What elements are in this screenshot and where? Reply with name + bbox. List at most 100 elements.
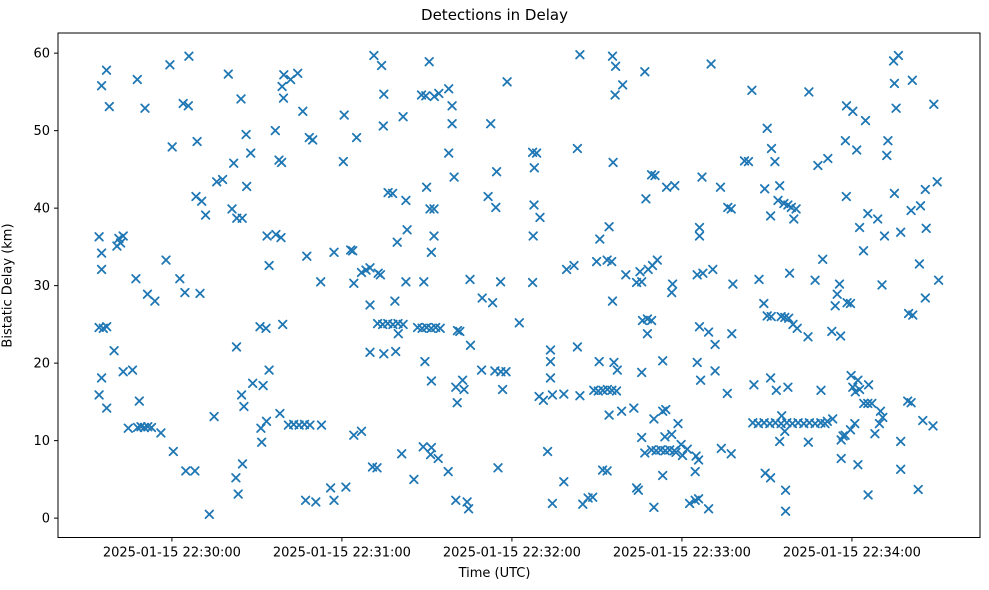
data-point-x-marker [168,446,178,457]
data-point-x-marker [316,277,326,287]
data-point-x-marker [710,366,720,376]
data-point-x-marker [853,375,863,385]
data-point-x-marker [118,231,128,241]
data-point-x-marker [607,256,617,267]
data-point-x-marker [883,136,893,146]
data-point-x-marker [765,211,776,221]
data-point-x-marker [161,255,171,265]
data-point-x-marker [670,181,680,191]
data-point-x-marker [455,326,465,337]
data-point-x-marker [803,332,813,342]
data-point-x-marker [765,473,776,483]
data-point-x-marker [447,119,457,129]
data-point-x-marker [261,323,271,333]
x-tick-label: 2025-01-15 22:33:00 [613,546,751,561]
data-point-x-marker [673,418,683,429]
data-point-x-marker [165,60,175,70]
data-point-x-marker [308,135,318,145]
data-point-x-marker [142,289,153,299]
data-point-x-marker [379,89,389,99]
data-point-x-marker [920,293,930,303]
data-point-x-marker [867,398,877,409]
data-point-x-marker [873,214,883,224]
data-point-x-marker [766,311,776,322]
data-point-x-marker [835,331,846,341]
data-point-x-marker [115,238,126,248]
data-point-x-marker [452,398,462,408]
data-point-x-marker [850,418,860,429]
data-point-x-marker [231,473,241,483]
data-point-x-marker [365,263,375,273]
data-point-x-marker [444,148,454,158]
chart-title: Detections in Delay [421,6,568,24]
data-point-x-marker [569,260,579,271]
data-point-x-marker [421,91,431,101]
data-point-x-marker [305,420,315,430]
data-point-x-marker [607,296,618,306]
data-point-x-marker [465,274,475,285]
data-point-x-marker [611,386,622,396]
data-point-x-marker [486,119,496,129]
y-tick-label: 0 [42,512,50,527]
data-point-x-marker [647,260,658,271]
data-point-x-marker [698,268,708,278]
data-point-x-marker [896,464,906,474]
data-point-x-marker [421,182,432,192]
data-point-x-marker [874,418,885,429]
data-point-x-marker [311,497,321,507]
data-point-x-marker [298,106,308,116]
data-point-x-marker [784,268,795,278]
data-point-x-marker [575,50,585,60]
data-point-x-marker [863,208,873,219]
data-point-x-marker [545,345,556,355]
data-point-x-marker [246,148,256,158]
data-point-x-marker [891,103,901,113]
data-point-x-marker [832,289,842,299]
data-point-x-marker [429,204,439,214]
data-point-x-marker [279,70,289,80]
data-point-x-marker [276,157,287,168]
data-point-x-marker [642,329,653,339]
data-point-x-marker [529,200,539,210]
data-point-x-marker [447,101,457,111]
data-point-x-marker [845,298,856,309]
data-point-x-marker [694,231,705,241]
data-point-x-marker [635,267,645,277]
data-point-x-marker [640,67,650,77]
data-point-x-marker [443,466,453,477]
data-point-x-marker [365,300,375,310]
data-point-x-marker [493,463,503,473]
data-point-x-marker [444,84,454,94]
data-point-x-marker [449,172,459,182]
data-point-x-marker [514,318,524,328]
data-point-x-marker [236,390,247,400]
data-point-x-marker [932,177,942,187]
data-point-x-marker [803,437,813,447]
data-point-x-marker [875,406,886,416]
data-point-x-marker [270,125,280,136]
data-point-x-marker [834,279,845,289]
data-point-x-marker [372,463,382,473]
data-point-x-marker [398,319,408,330]
data-point-x-marker [914,259,925,269]
data-point-x-marker [329,495,339,505]
data-point-x-marker [810,275,820,285]
data-point-x-marker [96,373,107,383]
data-point-x-marker [275,408,285,419]
data-point-x-marker [896,436,906,447]
data-point-x-marker [528,231,538,241]
data-point-x-marker [375,270,386,280]
data-point-x-marker [264,365,274,375]
x-tick-label: 2025-01-15 22:31:00 [273,546,411,561]
data-point-x-marker [542,446,553,457]
data-point-x-marker [610,61,621,71]
data-point-x-marker [784,313,794,323]
data-point-x-marker [348,246,358,256]
data-point-x-marker [349,430,359,440]
data-point-x-marker [848,382,858,392]
data-point-x-marker [102,403,112,413]
data-point-x-marker [325,483,336,493]
data-point-x-marker [547,498,558,509]
data-point-x-marker [96,81,107,91]
data-point-x-marker [401,277,411,287]
